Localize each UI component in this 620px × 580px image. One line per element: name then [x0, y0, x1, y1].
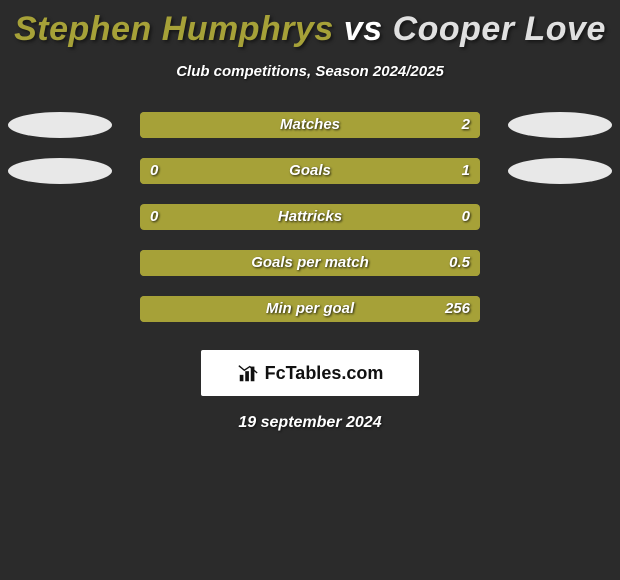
- stat-row: Matches2: [0, 112, 620, 138]
- player1-fill: [140, 158, 201, 184]
- stat-bar: Min per goal256: [140, 296, 480, 322]
- player1-badge: [8, 112, 112, 138]
- player2-fill: [140, 112, 480, 138]
- player1-badge: [8, 158, 112, 184]
- stats-container: Matches2 Goals01 Hattricks0 0 Goals per matc…: [0, 112, 620, 322]
- stat-row: Goals per match0.5: [0, 250, 620, 276]
- stat-bar: Goals per match0.5: [140, 250, 480, 276]
- stat-bar: Goals01: [140, 158, 480, 184]
- branding-text: FcTables.com: [265, 363, 384, 384]
- subtitle: Club competitions, Season 2024/2025: [0, 63, 620, 80]
- player2-fill: [201, 158, 480, 184]
- comparison-title: Stephen Humphrys vs Cooper Love: [0, 0, 620, 49]
- stat-bar: Hattricks0 0: [140, 204, 480, 230]
- stat-label: Hattricks: [140, 204, 480, 230]
- vs-text: vs: [334, 10, 393, 48]
- stat-bar: Matches2: [140, 112, 480, 138]
- stat-row: Hattricks0 0: [0, 204, 620, 230]
- stat-row: Goals01: [0, 158, 620, 184]
- player1-value: 0: [150, 204, 158, 230]
- player2-fill: [140, 250, 480, 276]
- player2-fill: [140, 296, 480, 322]
- stat-row: Min per goal256: [0, 296, 620, 322]
- player2-badge: [508, 158, 612, 184]
- date-text: 19 september 2024: [0, 414, 620, 432]
- player2-badge: [508, 112, 612, 138]
- player1-name: Stephen Humphrys: [14, 10, 334, 48]
- player2-name: Cooper Love: [393, 10, 606, 48]
- bar-chart-icon: [237, 362, 259, 384]
- player2-value: 0: [462, 204, 470, 230]
- branding-badge[interactable]: FcTables.com: [201, 350, 419, 396]
